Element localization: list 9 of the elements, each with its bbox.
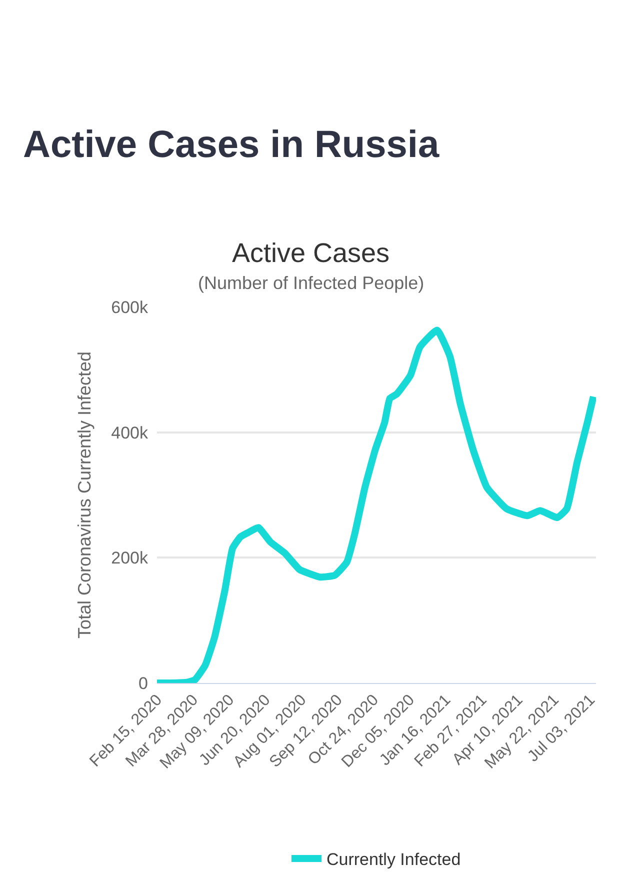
legend-label: Currently Infected bbox=[326, 850, 461, 870]
y-tick-label: 0 bbox=[138, 674, 148, 693]
y-axis-title: Total Coronavirus Currently Infected bbox=[74, 351, 94, 639]
y-tick-label: 600k bbox=[111, 298, 148, 317]
y-tick-label: 200k bbox=[111, 548, 148, 568]
y-tick-label: 400k bbox=[111, 423, 148, 442]
chart-title: Active Cases bbox=[232, 238, 390, 268]
chart-subtitle: (Number of Infected People) bbox=[198, 273, 424, 293]
text: Active Cases in Russia bbox=[23, 124, 440, 166]
